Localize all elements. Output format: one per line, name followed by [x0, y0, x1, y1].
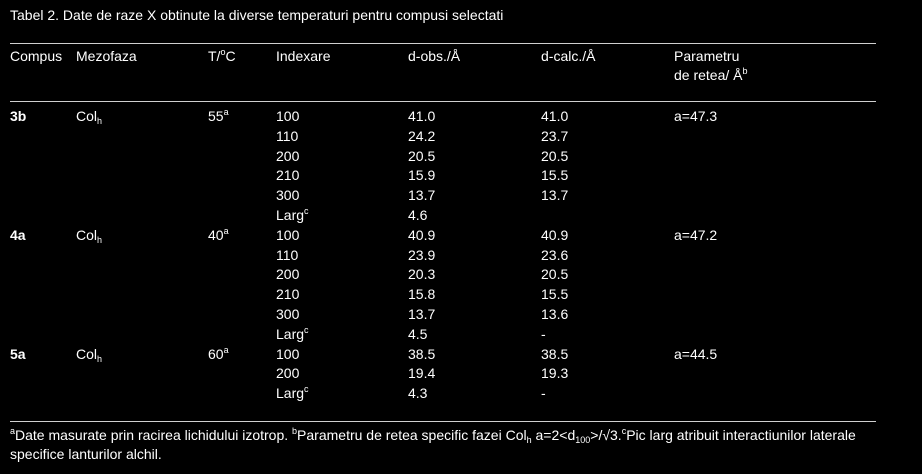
- indexare-cell: 110: [276, 127, 299, 144]
- indexare-cell: 100: [276, 108, 300, 124]
- d-obs-cell: 41.0: [408, 108, 436, 124]
- indexare-cell: 210: [276, 286, 300, 303]
- bottom-rule: [10, 421, 876, 422]
- header-d-obs: d-obs./Å: [408, 48, 461, 64]
- d-calc-cell: 38.5: [541, 345, 569, 362]
- indexare-cell: 200: [276, 365, 300, 382]
- lattice-parameter-cell: a=44.5: [674, 345, 718, 362]
- d-calc-cell: 40.9: [541, 226, 569, 243]
- d-obs-cell: 13.7: [408, 187, 436, 204]
- d-obs-cell: 40.9: [408, 226, 436, 243]
- d-obs-cell: 23.9: [408, 246, 436, 263]
- d-obs-cell: 15.9: [408, 167, 436, 184]
- indexare-cell: 200: [276, 147, 300, 164]
- header-d-calc: d-calc./Å: [541, 48, 596, 64]
- indexare-cell: Largc: [276, 206, 309, 224]
- d-obs-cell: 4.5: [408, 325, 428, 342]
- header-temperature: T/oC: [208, 47, 236, 65]
- temperature: 40a: [208, 225, 229, 243]
- d-calc-cell: 15.5: [541, 167, 569, 184]
- footnote: aDate masurate prin racirea lichidului i…: [10, 426, 856, 463]
- indexare-cell: 300: [276, 306, 300, 322]
- header-parametru-unit: de retea/ Åb: [674, 66, 748, 84]
- d-obs-cell: 4.6: [408, 207, 428, 223]
- temperature: 60a: [208, 344, 229, 362]
- indexare-cell: Largc: [276, 324, 309, 342]
- d-calc-cell: 13.6: [541, 306, 569, 322]
- d-obs-cell: 15.8: [408, 286, 436, 303]
- d-obs-cell: 13.7: [408, 306, 436, 322]
- mesophase: Colh: [76, 226, 103, 245]
- d-obs-cell: 20.3: [408, 266, 436, 283]
- compus-id: 5a: [10, 345, 26, 362]
- top-rule: [10, 43, 876, 44]
- indexare-cell: 210: [276, 167, 300, 184]
- d-obs-cell: 24.2: [408, 127, 436, 144]
- d-calc-cell: 19.3: [541, 365, 569, 382]
- lattice-parameter-cell: a=47.2: [674, 226, 718, 243]
- d-calc-cell: 23.7: [541, 127, 569, 144]
- d-obs-cell: 38.5: [408, 345, 436, 362]
- header-compus: Compus: [10, 48, 63, 64]
- header-indexare: Indexare: [276, 48, 331, 64]
- lattice-parameter-cell: a=47.3: [674, 108, 718, 124]
- mesophase: Colh: [76, 345, 103, 364]
- indexare-cell: 110: [276, 246, 299, 263]
- d-calc-cell: 23.6: [541, 246, 569, 263]
- d-calc-cell: 13.7: [541, 187, 569, 204]
- d-obs-cell: 20.5: [408, 147, 436, 164]
- indexare-cell: 200: [276, 266, 300, 283]
- table-caption: Tabel 2. Date de raze X obtinute la dive…: [10, 7, 504, 23]
- compus-id: 4a: [10, 226, 26, 243]
- d-calc-cell: -: [541, 385, 546, 402]
- mesophase: Colh: [76, 108, 103, 126]
- d-calc-cell: 20.5: [541, 266, 569, 283]
- indexare-cell: 100: [276, 345, 300, 362]
- d-calc-cell: -: [541, 325, 546, 342]
- d-calc-cell: 15.5: [541, 286, 569, 303]
- indexare-cell: 300: [276, 187, 300, 204]
- temperature: 55a: [208, 107, 229, 125]
- header-mezofaza: Mezofaza: [76, 48, 137, 64]
- d-obs-cell: 4.3: [408, 385, 428, 402]
- d-calc-cell: 41.0: [541, 108, 569, 124]
- d-calc-cell: 20.5: [541, 147, 569, 164]
- header-parametru: Parametru: [674, 48, 740, 64]
- d-obs-cell: 19.4: [408, 365, 436, 382]
- header-rule: [10, 101, 876, 102]
- indexare-cell: Largc: [276, 384, 309, 402]
- compus-id: 3b: [10, 108, 27, 124]
- indexare-cell: 100: [276, 226, 300, 243]
